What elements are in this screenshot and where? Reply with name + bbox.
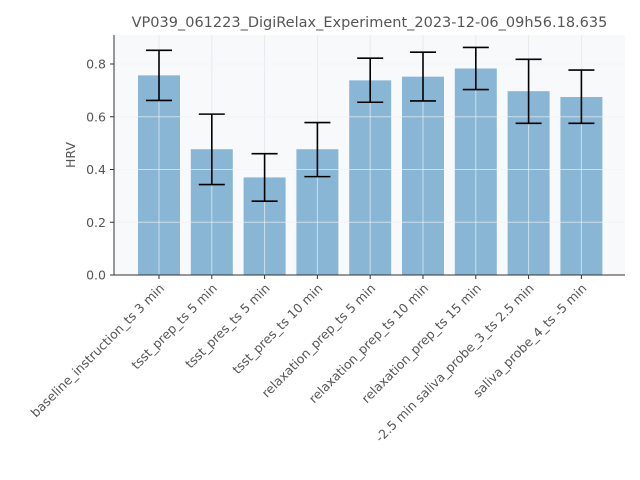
y-tick-label: 0.4 — [86, 162, 106, 177]
y-axis-label: HRV — [63, 142, 78, 168]
x-tick-label: tsst_pres_ts 10 min — [229, 281, 325, 377]
y-tick-label: 0.2 — [86, 215, 106, 230]
x-tick-label: saliva_probe_4_ts -5 min — [470, 281, 590, 401]
y-tick-label: 0.6 — [86, 109, 106, 124]
y-tick-label: 0.8 — [86, 57, 106, 72]
error-bar-layer — [146, 46, 595, 202]
chart-title: VP039_061223_DigiRelax_Experiment_2023-1… — [132, 15, 608, 31]
y-tick-label: 0.0 — [86, 268, 106, 283]
